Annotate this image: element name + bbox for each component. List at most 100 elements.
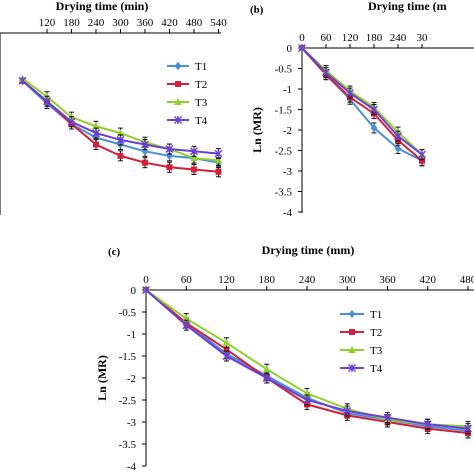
y-tick-label: 0 <box>131 285 137 297</box>
y-tick-label: -2.5 <box>119 395 137 407</box>
panel-label-c: (c) <box>108 246 121 258</box>
y-axis-title-b: Ln (MR) <box>250 107 264 153</box>
chart-panel-a: Drying time (min) 120 180 240 300 360 420 480 5… <box>0 0 227 215</box>
y-tick-label: -1.5 <box>119 351 137 363</box>
x-axis-title-b: Drying time (m <box>368 0 447 13</box>
legend-label-t4: T4 <box>370 363 383 375</box>
data-point-t1 <box>394 144 402 153</box>
legend-marker-t2 <box>175 81 181 87</box>
legend-label-t2: T2 <box>370 327 382 339</box>
data-point-t2 <box>92 141 99 148</box>
x-tick-label: 180 <box>63 17 80 29</box>
x-tick-label: 360 <box>379 274 396 286</box>
x-axis-title-a: Drying time (min) <box>56 0 149 13</box>
data-point-t2 <box>117 152 124 159</box>
y-tick-label: -0.5 <box>275 64 293 76</box>
data-point-t4 <box>165 145 174 154</box>
data-point-t4 <box>18 76 27 85</box>
data-point-t3 <box>190 154 198 162</box>
x-tick-label: 300 <box>112 17 129 29</box>
x-tick-label: 180 <box>258 274 275 286</box>
y-tick-label: -3.5 <box>275 187 293 199</box>
y-tick-label: -4 <box>283 207 293 219</box>
x-tick-label: 240 <box>88 17 105 29</box>
data-point-t3 <box>262 365 271 373</box>
data-point-t2 <box>215 168 222 175</box>
data-point-t2 <box>166 164 173 171</box>
data-point-t4 <box>67 117 76 126</box>
x-tick-label: 30 <box>417 32 429 44</box>
x-tick-label: 60 <box>181 274 193 286</box>
data-point-t4 <box>189 147 198 156</box>
y-tick-label: -1 <box>127 329 136 341</box>
data-point-t4 <box>302 396 311 404</box>
legend-marker-t1 <box>348 309 356 319</box>
data-point-t4 <box>463 424 472 433</box>
x-tick-label: 360 <box>137 17 154 29</box>
chart-panel-b: (b) Drying time (m Ln (MR) 0 60 120 180 240 3… <box>250 0 474 219</box>
y-tick-label: -1.5 <box>275 105 293 117</box>
y-tick-label: -2.5 <box>275 146 293 158</box>
x-tick-label: 180 <box>366 32 383 44</box>
x-tick-label: 0 <box>143 274 149 286</box>
y-tick-label: -0.5 <box>119 307 137 319</box>
panel-label-b: (b) <box>250 4 264 16</box>
data-point-t4 <box>116 135 125 144</box>
y-tick-label: -2 <box>127 373 136 385</box>
x-tick-label: 240 <box>390 32 407 44</box>
y-tick-label: -3 <box>283 166 293 178</box>
data-point-t4 <box>182 321 191 330</box>
legend-marker-t4 <box>348 364 356 372</box>
legend-label-t2: T2 <box>195 79 207 91</box>
series-line-t3 <box>301 47 423 156</box>
data-point-t4 <box>222 352 231 360</box>
y-tick-label: -2 <box>283 125 292 137</box>
data-point-t4 <box>346 89 354 98</box>
y-tick-label: -1 <box>283 84 292 96</box>
x-tick-label: 120 <box>342 32 359 44</box>
legend-marker-t2 <box>349 329 355 335</box>
x-tick-label: 0 <box>299 32 305 44</box>
x-axis-title-c: Drying time (mm) <box>262 243 355 257</box>
data-point-t1 <box>370 123 378 133</box>
x-tick-label: 420 <box>419 274 436 286</box>
data-point-t4 <box>214 149 223 158</box>
legend-marker-t4 <box>174 116 182 124</box>
x-tick-label: 120 <box>39 17 56 29</box>
series-line-t4 <box>301 47 423 156</box>
y-axis-title-c: Ln (MR) <box>95 355 109 401</box>
x-tick-label: 540 <box>210 17 227 29</box>
data-point-t4 <box>370 105 378 114</box>
data-point-t4 <box>394 132 402 141</box>
legend-label-t1: T1 <box>195 61 207 73</box>
data-point-t4 <box>322 68 330 77</box>
data-point-t4 <box>262 374 271 382</box>
y-tick-label: -3.5 <box>119 439 137 451</box>
data-point-t4 <box>91 129 100 138</box>
y-tick-label: -3 <box>127 417 137 429</box>
x-tick-label: 240 <box>299 274 316 286</box>
data-point-t2 <box>190 166 197 173</box>
legend-label-t1: T1 <box>370 309 382 321</box>
data-point-t4 <box>298 44 306 52</box>
x-tick-label: 480 <box>460 274 474 286</box>
data-point-t2 <box>419 157 425 164</box>
data-point-t3 <box>92 122 100 130</box>
x-tick-label: 480 <box>186 17 203 29</box>
data-point-t4 <box>343 407 352 415</box>
data-point-t4 <box>140 140 149 149</box>
y-tick-label: 0 <box>287 43 293 55</box>
data-point-t4 <box>383 413 392 422</box>
x-tick-label: 300 <box>339 274 356 286</box>
legend-marker-t3 <box>348 346 356 353</box>
x-tick-label: 60 <box>321 32 333 44</box>
legend-label-t3: T3 <box>195 97 208 109</box>
data-point-t3 <box>214 156 223 164</box>
data-point-t4 <box>142 286 150 294</box>
data-point-t3 <box>222 338 231 346</box>
y-tick-label: -4 <box>127 461 137 473</box>
x-tick-label: 420 <box>161 17 178 29</box>
legend-label-t3: T3 <box>370 345 383 357</box>
x-tick-label: 120 <box>218 274 235 286</box>
